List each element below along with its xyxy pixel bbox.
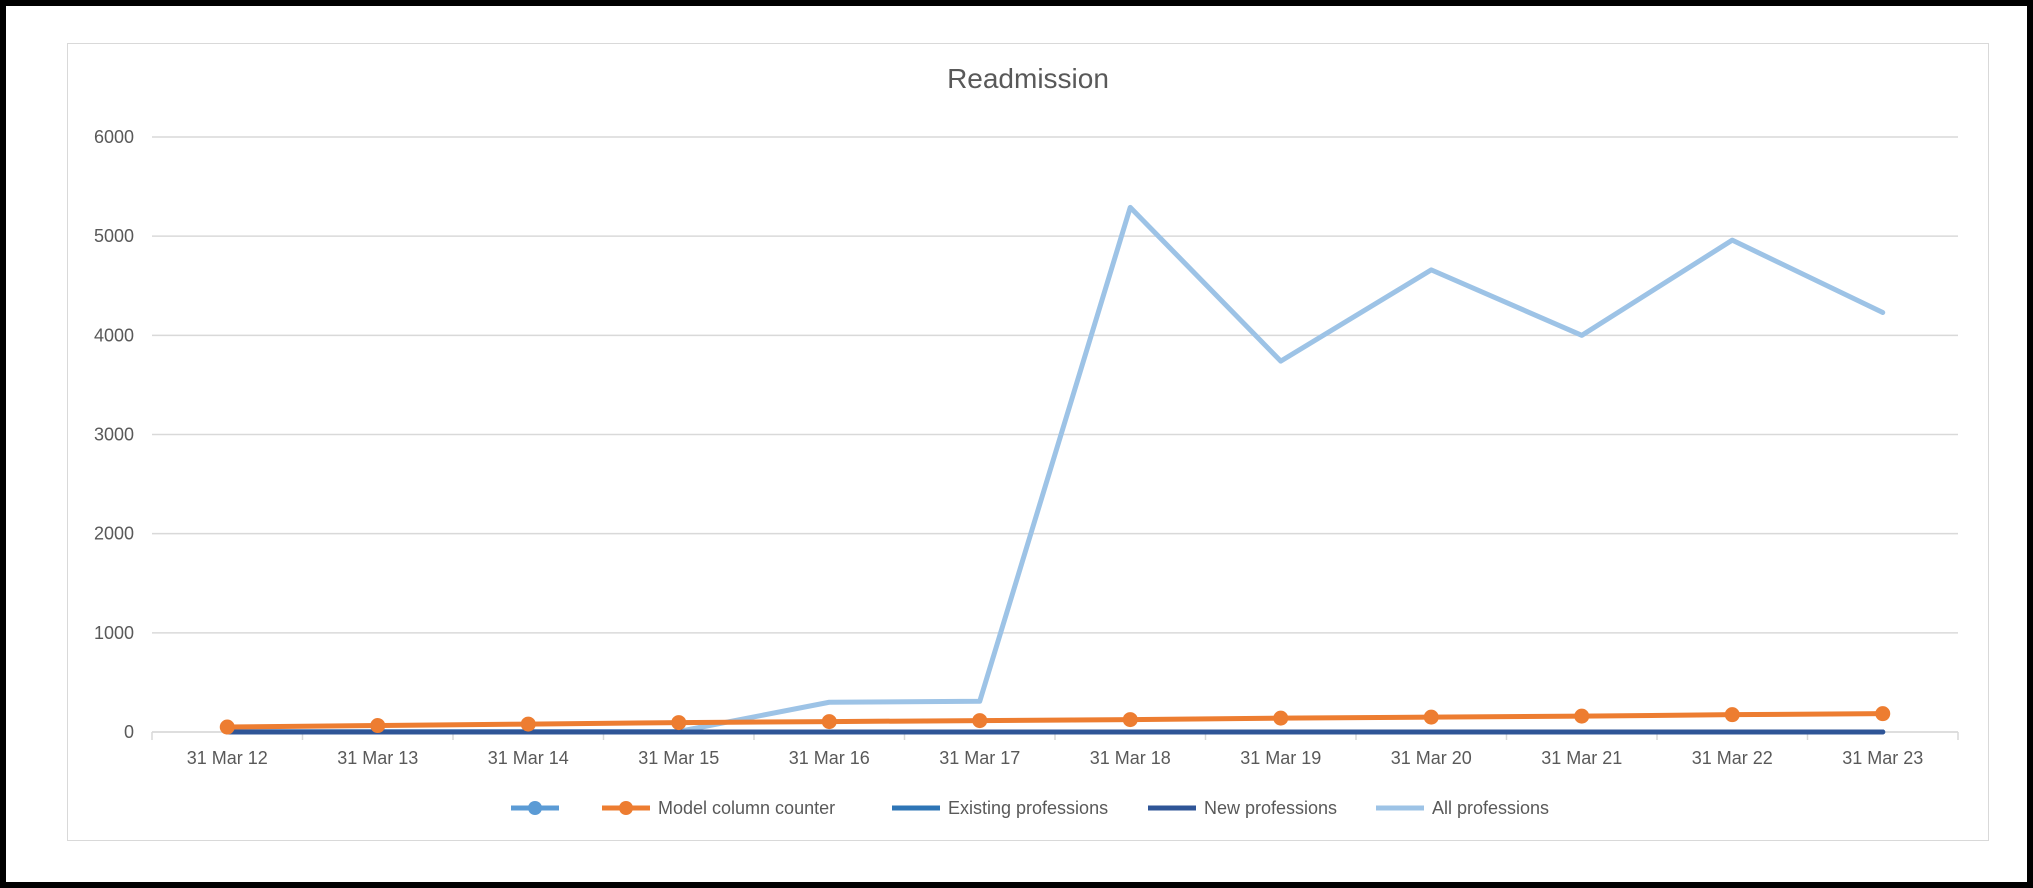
data-point: [1423, 709, 1439, 725]
x-tick-label: 31 Mar 17: [939, 748, 1020, 768]
legend-label: New professions: [1204, 798, 1337, 818]
legend-marker: [619, 801, 633, 815]
gridlines: [152, 136, 1958, 733]
y-tick-label: 3000: [94, 425, 134, 445]
chart-area: Readmission 0 1000 2000 3000 4000 5000 6000 31…: [67, 43, 1989, 841]
legend-label: Existing professions: [948, 798, 1108, 818]
data-point: [219, 719, 235, 735]
y-tick-label: 4000: [94, 325, 134, 345]
series-group: [219, 204, 1891, 735]
series-line: [224, 711, 1886, 730]
y-tick-label: 6000: [94, 127, 134, 147]
x-tick-label: 31 Mar 21: [1541, 748, 1622, 768]
data-point: [520, 716, 536, 732]
y-axis-ticks: 0 1000 2000 3000 4000 5000 6000: [94, 127, 134, 742]
data-point: [1875, 706, 1891, 722]
x-axis: 31 Mar 12 31 Mar 13 31 Mar 14 31 Mar 15 31 M…: [151, 731, 1959, 768]
chart-title: Readmission: [947, 63, 1109, 94]
y-tick-label: 0: [124, 722, 134, 742]
legend-label: Model column counter: [658, 798, 835, 818]
x-tick-label: 31 Mar 15: [638, 748, 719, 768]
data-point: [1122, 712, 1138, 728]
x-tick-label: 31 Mar 16: [789, 748, 870, 768]
x-tick-label: 31 Mar 14: [488, 748, 569, 768]
x-tick-label: 31 Mar 12: [187, 748, 268, 768]
x-tick-label: 31 Mar 18: [1090, 748, 1171, 768]
data-point: [370, 718, 386, 734]
x-tick-label: 31 Mar 20: [1391, 748, 1472, 768]
legend-label: All professions: [1432, 798, 1549, 818]
x-tick-label: 31 Mar 23: [1842, 748, 1923, 768]
x-tick-label: 31 Mar 19: [1240, 748, 1321, 768]
y-tick-label: 5000: [94, 226, 134, 246]
data-point: [821, 714, 837, 730]
data-point: [972, 713, 988, 729]
y-tick-label: 2000: [94, 524, 134, 544]
data-point: [1574, 708, 1590, 724]
x-tick-label: 31 Mar 22: [1692, 748, 1773, 768]
legend-marker: [528, 801, 542, 815]
data-point: [671, 715, 687, 731]
data-point: [1724, 707, 1740, 723]
y-tick-label: 1000: [94, 623, 134, 643]
x-tick-label: 31 Mar 13: [337, 748, 418, 768]
line-chart: Readmission 0 1000 2000 3000 4000 5000 6000 31…: [94, 63, 1959, 818]
series-line: [224, 204, 1886, 735]
data-point: [1273, 710, 1289, 726]
legend: Model column counter Existing professions…: [511, 798, 1549, 818]
